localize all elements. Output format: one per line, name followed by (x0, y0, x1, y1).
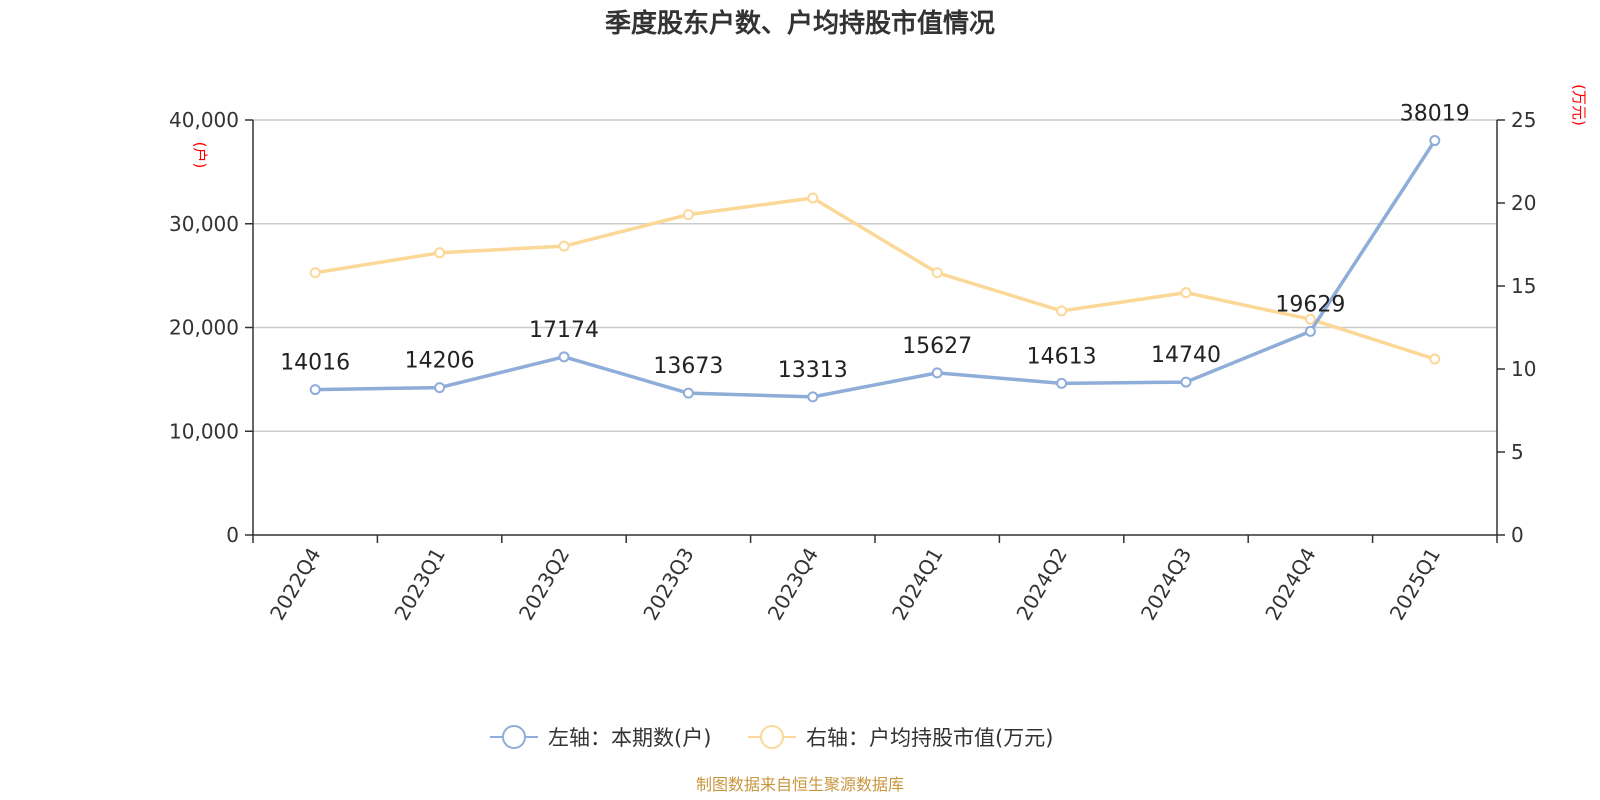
left-axis-tick-label: 40,000 (169, 108, 239, 132)
data-point (434, 382, 446, 394)
right-axis-tick-label: 10 (1511, 357, 1536, 381)
right-axis-tick-label: 25 (1511, 108, 1536, 132)
data-point (434, 247, 446, 259)
data-label: 14740 (1151, 343, 1221, 368)
data-point (1429, 135, 1441, 147)
data-point (931, 367, 943, 379)
x-axis-tick-label: 2024Q4 (1260, 544, 1320, 625)
data-point (1304, 325, 1316, 337)
data-labels: 14016 14206 17174 13673 13313 15627 14613 14740… (280, 102, 1470, 383)
legend-marker (760, 725, 784, 749)
data-label: 38019 (1400, 102, 1470, 127)
source-note: 制图数据来自恒生聚源数据库 (696, 775, 904, 794)
x-axis-tick-label: 2023Q2 (514, 544, 574, 625)
data-label: 19629 (1275, 292, 1345, 317)
x-axis-tick-label: 2023Q1 (389, 544, 449, 625)
series-line (315, 139, 1437, 399)
grid (253, 119, 1497, 432)
data-point (558, 351, 570, 363)
axes: 0 10,000 20,000 30,000 40,000 0 5 10 15 20 25 2022Q… (169, 108, 1536, 624)
data-label: 14016 (280, 351, 350, 376)
data-label: 15627 (902, 334, 972, 359)
right-axis-tick-label: 5 (1511, 440, 1524, 464)
data-point (1429, 353, 1441, 365)
x-axis-tick-label: 2023Q3 (638, 544, 698, 625)
data-point (309, 267, 321, 279)
series-line (314, 196, 1436, 361)
data-point (309, 384, 321, 396)
legend: 左轴：本期数(户) 右轴：户均持股市值(万元) (490, 725, 1053, 750)
data-point (1056, 305, 1068, 317)
data-point (807, 391, 819, 403)
x-axis-tick-label: 2022Q4 (265, 544, 325, 625)
data-point (931, 267, 943, 279)
x-axis-tick-label: 2024Q2 (1011, 544, 1071, 625)
right-axis-tick-label: 20 (1511, 191, 1536, 215)
right-axis-unit: (万元) (1570, 84, 1588, 126)
x-axis-tick-label: 2024Q1 (887, 544, 947, 625)
left-axis-tick-label: 0 (226, 523, 239, 547)
x-axis-tick-label: 2025Q1 (1385, 544, 1445, 625)
x-axis-tick-label: 2024Q3 (1136, 544, 1196, 625)
data-point (1056, 377, 1068, 389)
data-point (558, 240, 570, 252)
right-axis-tick-label: 0 (1511, 523, 1524, 547)
left-axis-unit: (户) (191, 142, 209, 169)
data-point (807, 192, 819, 204)
x-axis-tick-label: 2023Q4 (763, 544, 823, 625)
data-point (1180, 287, 1192, 299)
data-label: 14206 (405, 349, 475, 374)
data-point (1180, 376, 1192, 388)
left-axis-tick-label: 30,000 (169, 212, 239, 236)
data-label: 14613 (1027, 344, 1097, 369)
data-label: 13313 (778, 358, 848, 383)
data-label: 13673 (653, 354, 723, 379)
left-axis-tick-label: 20,000 (169, 316, 239, 340)
data-point (682, 387, 694, 399)
legend-label: 左轴：本期数(户) (548, 726, 711, 750)
legend-label: 右轴：户均持股市值(万元) (806, 726, 1053, 750)
data-label: 17174 (529, 318, 599, 343)
legend-marker (502, 725, 526, 749)
right-axis-tick-label: 15 (1511, 274, 1536, 298)
left-axis-tick-label: 10,000 (169, 419, 239, 443)
data-point (682, 209, 694, 221)
series (309, 135, 1441, 403)
chart-title: 季度股东户数、户均持股市值情况 (605, 8, 995, 39)
data-point (1304, 313, 1316, 325)
